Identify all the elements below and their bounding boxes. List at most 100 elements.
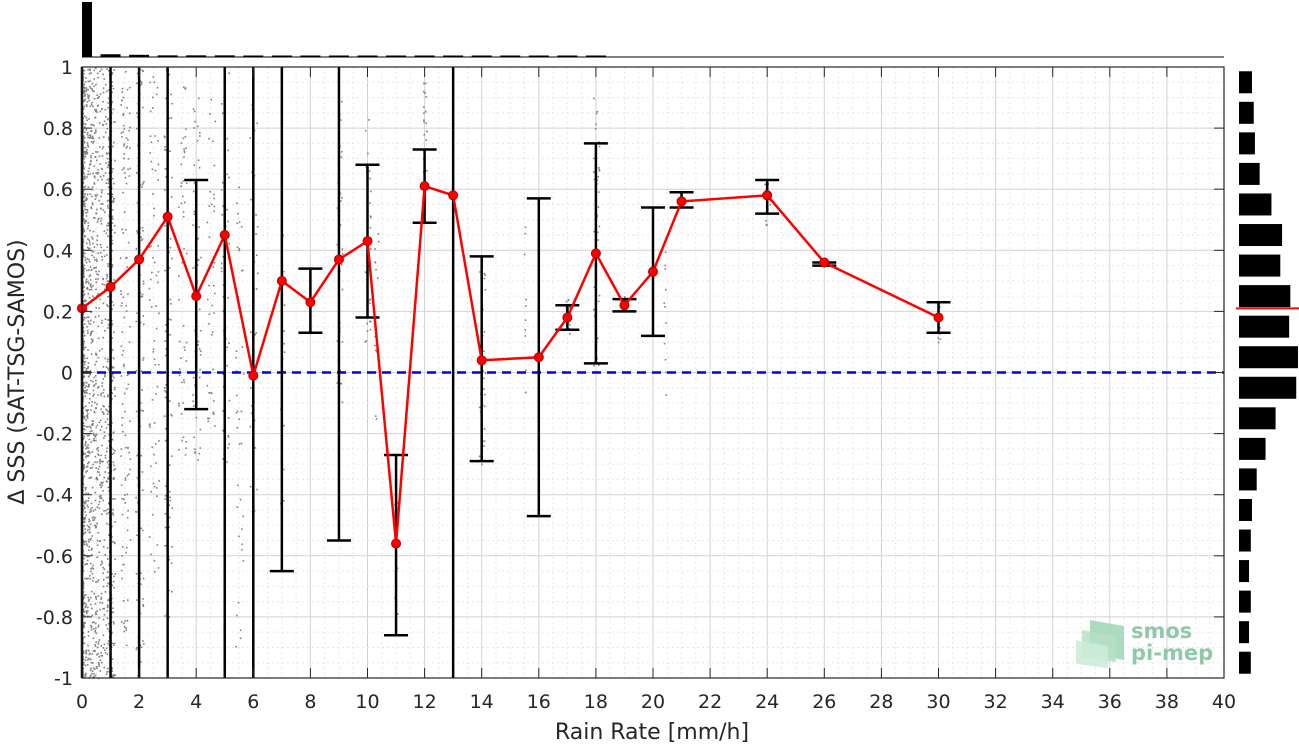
scatter-point xyxy=(102,404,105,407)
scatter-point xyxy=(99,608,101,611)
scatter-point xyxy=(91,188,94,191)
scatter-point xyxy=(101,256,103,258)
scatter-point xyxy=(165,97,167,100)
scatter-point xyxy=(105,182,108,184)
scatter-point xyxy=(100,68,103,71)
x-tick-label: 26 xyxy=(812,691,836,713)
scatter-point xyxy=(104,318,107,320)
scatter-point xyxy=(85,90,87,93)
scatter-point xyxy=(83,602,86,604)
scatter-point xyxy=(593,157,595,160)
scatter-point xyxy=(102,634,105,636)
scatter-point xyxy=(87,362,90,364)
scatter-point xyxy=(83,83,86,86)
scatter-point xyxy=(98,199,100,202)
scatter-point xyxy=(97,579,100,581)
x-tick-label: 30 xyxy=(926,691,950,713)
scatter-point xyxy=(128,129,130,132)
scatter-point xyxy=(91,424,94,427)
scatter-point xyxy=(111,193,114,196)
scatter-point xyxy=(87,657,90,660)
scatter-point xyxy=(94,491,96,494)
scatter-point xyxy=(104,471,107,473)
scatter-point xyxy=(212,368,214,371)
scatter-point xyxy=(149,81,151,84)
tick-labels: 0 2 4 6 8 10 12 14 16 18 20 22 24 26 28 30 32 34 36 38 40-1-… xyxy=(36,57,1236,713)
scatter-point xyxy=(97,278,99,280)
scatter-point xyxy=(196,264,199,266)
scatter-point xyxy=(102,460,104,463)
scatter-point xyxy=(135,247,138,250)
scatter-point xyxy=(102,136,105,138)
scatter-point xyxy=(100,394,102,397)
scatter-point xyxy=(113,376,115,379)
error-bars xyxy=(80,67,951,678)
scatter-point xyxy=(104,375,106,378)
scatter-point xyxy=(423,119,425,121)
scatter-point xyxy=(113,69,116,71)
scatter-point xyxy=(102,481,104,484)
scatter-point xyxy=(157,163,160,166)
scatter-point xyxy=(199,329,202,332)
scatter-point xyxy=(84,208,86,211)
scatter-point xyxy=(84,357,86,360)
scatter-point xyxy=(93,69,96,72)
scatter-point xyxy=(111,209,114,211)
scatter-point xyxy=(94,674,97,677)
scatter-point xyxy=(83,188,86,191)
scatter-point xyxy=(208,236,211,238)
right-histogram-bar xyxy=(1239,437,1266,460)
scatter-point xyxy=(83,636,86,638)
scatter-point xyxy=(91,88,93,90)
scatter-point xyxy=(567,299,570,302)
scatter-point xyxy=(123,626,126,628)
scatter-point xyxy=(106,610,109,612)
scatter-point xyxy=(111,170,114,173)
scatter-point xyxy=(114,386,116,389)
scatter-point xyxy=(212,413,215,415)
scatter-point xyxy=(85,300,87,302)
scatter-point xyxy=(592,308,595,311)
scatter-point xyxy=(96,478,99,480)
scatter-point xyxy=(84,452,87,455)
scatter-point xyxy=(102,489,104,492)
scatter-point xyxy=(254,447,257,449)
scatter-point xyxy=(82,608,85,611)
scatter-point xyxy=(83,366,86,369)
scatter-point xyxy=(84,386,86,389)
scatter-point xyxy=(164,498,167,500)
scatter-point xyxy=(120,375,123,377)
scatter-point xyxy=(169,150,171,153)
scatter-point xyxy=(197,237,199,240)
scatter-point xyxy=(86,93,89,96)
scatter-point xyxy=(192,108,195,110)
scatter-point xyxy=(221,103,223,105)
scatter-point xyxy=(107,367,109,370)
scatter-point xyxy=(98,465,101,468)
scatter-point xyxy=(165,427,167,430)
scatter-point xyxy=(89,539,92,541)
scatter-point xyxy=(769,203,772,206)
scatter-point xyxy=(141,293,144,296)
scatter-point xyxy=(208,417,210,420)
scatter-point xyxy=(97,315,100,317)
scatter-point xyxy=(228,399,231,402)
scatter-point xyxy=(251,171,253,174)
scatter-point xyxy=(121,168,124,171)
scatter-point xyxy=(83,541,85,544)
scatter-point xyxy=(107,182,110,185)
scatter-point xyxy=(87,455,89,458)
scatter-point xyxy=(340,382,343,385)
scatter-point xyxy=(765,219,767,222)
scatter-point xyxy=(99,484,101,486)
scatter-point xyxy=(107,319,109,321)
scatter-point xyxy=(123,498,125,501)
scatter-point xyxy=(100,203,103,205)
scatter-point xyxy=(92,105,94,108)
scatter-point xyxy=(93,675,95,678)
scatter-point xyxy=(227,436,230,438)
scatter-point xyxy=(85,369,88,372)
scatter-point xyxy=(120,455,122,457)
scatter-point xyxy=(99,497,101,499)
scatter-point xyxy=(121,546,124,548)
